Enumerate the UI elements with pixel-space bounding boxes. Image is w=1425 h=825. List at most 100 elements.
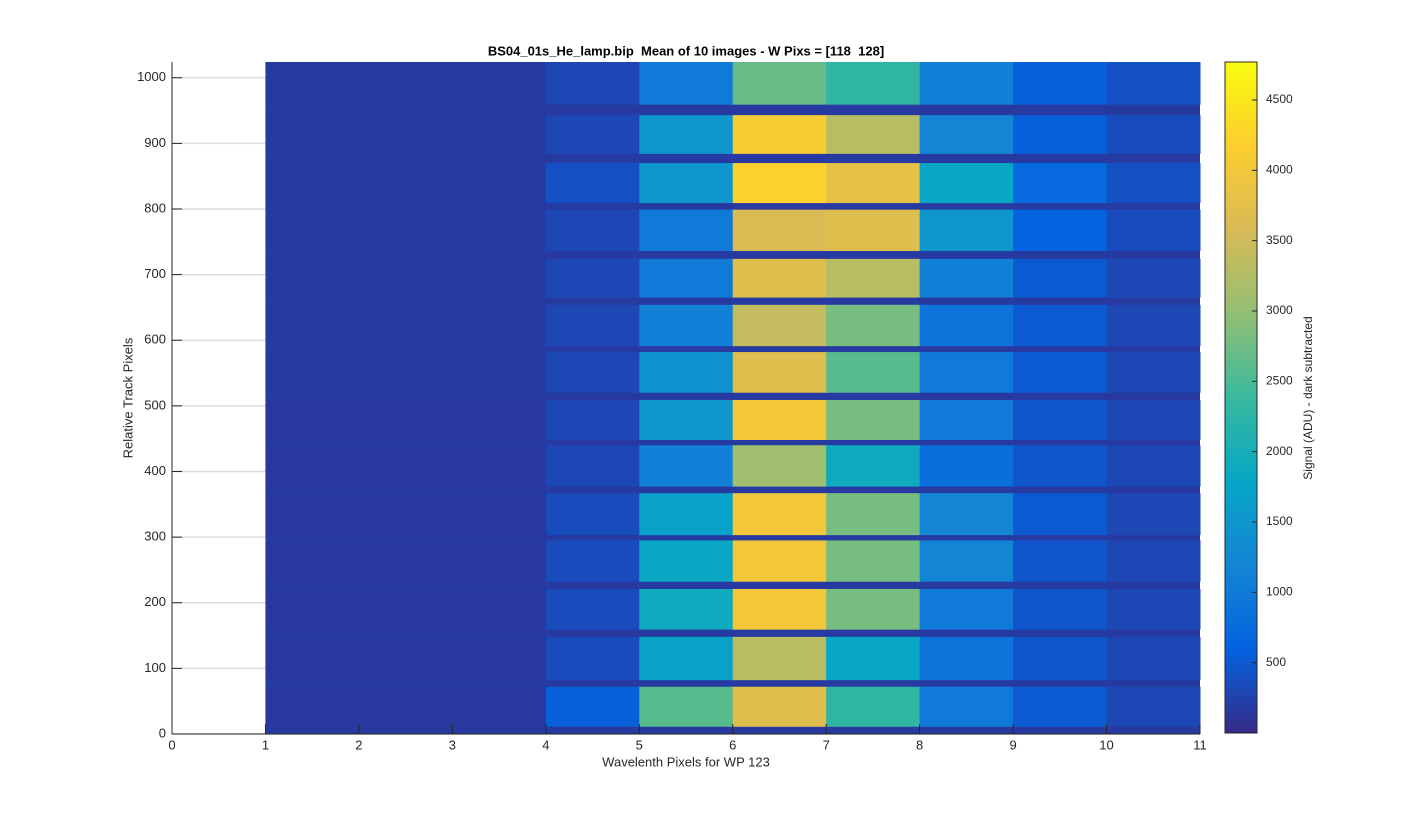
x-tick-label: 11 — [1193, 737, 1207, 752]
x-tick-label: 0 — [168, 737, 175, 752]
heatmap-cell — [358, 399, 453, 440]
heatmap-cell — [919, 686, 1014, 727]
heatmap-cell — [545, 352, 640, 393]
heatmap-cell — [265, 163, 360, 204]
heatmap-cell — [1013, 540, 1108, 582]
heatmap-cell — [1106, 493, 1201, 536]
heatmap-cell — [826, 115, 921, 154]
heatmap-cell — [358, 686, 453, 727]
heatmap-cell — [1106, 62, 1201, 105]
heatmap-cell — [732, 636, 827, 681]
heatmap-cell — [452, 115, 547, 154]
heatmap-cell — [919, 304, 1014, 347]
heatmap-cell — [358, 352, 453, 393]
heatmap-cell — [545, 62, 640, 105]
colorbar-tick-label: 3000 — [1266, 303, 1293, 317]
x-tick-label: 2 — [355, 737, 362, 752]
colorbar-tick-label: 500 — [1266, 655, 1286, 669]
heatmap-cell — [358, 304, 453, 347]
colorbar-tick-label: 2500 — [1266, 373, 1293, 387]
heatmap-cell — [358, 588, 453, 630]
x-tick-label: 3 — [449, 737, 456, 752]
heatmap-cell — [545, 258, 640, 298]
heatmap-cell — [1106, 352, 1201, 393]
x-tick-label: 7 — [823, 737, 830, 752]
heatmap-cell — [1013, 493, 1108, 536]
heatmap-cell — [545, 588, 640, 630]
heatmap-cell — [919, 493, 1014, 536]
y-tick-label: 900 — [144, 135, 166, 150]
heatmap-cell — [826, 636, 921, 681]
heatmap-cell — [826, 686, 921, 727]
heatmap-cell — [826, 493, 921, 536]
heatmap-cell — [452, 304, 547, 347]
heatmap-cell — [639, 540, 734, 582]
heatmap-cell — [452, 493, 547, 536]
heatmap-cell — [919, 62, 1014, 105]
heatmap-cell — [358, 540, 453, 582]
heatmap-cell — [1013, 62, 1108, 105]
heatmap-cell — [545, 636, 640, 681]
heatmap-cell — [1013, 352, 1108, 393]
heatmap-cell — [265, 258, 360, 298]
heatmap-cell — [1106, 258, 1201, 298]
heatmap-cell — [919, 115, 1014, 154]
heatmap-cell — [639, 636, 734, 681]
heatmap-cell — [1106, 588, 1201, 630]
heatmap-cell — [265, 636, 360, 681]
heatmap-cell — [826, 163, 921, 204]
heatmap-cell — [545, 399, 640, 440]
heatmap-cell — [919, 636, 1014, 681]
heatmap-cell — [1106, 636, 1201, 681]
y-tick-label: 400 — [144, 463, 166, 478]
heatmap-cell — [358, 115, 453, 154]
heatmap-cell — [265, 209, 360, 251]
heatmap-cell — [1106, 163, 1201, 204]
heatmap-cell — [452, 352, 547, 393]
colorbar-tick-label: 4500 — [1266, 92, 1293, 106]
heatmap-cell — [732, 399, 827, 440]
heatmap-cell — [358, 445, 453, 487]
heatmap-cell — [545, 209, 640, 251]
heatmap-cell — [826, 62, 921, 105]
heatmap-cell — [545, 493, 640, 536]
y-tick-label: 700 — [144, 266, 166, 281]
heatmap-cell — [1013, 304, 1108, 347]
heatmap-cell — [639, 209, 734, 251]
heatmap-background — [265, 62, 1200, 734]
y-tick-label: 200 — [144, 594, 166, 609]
x-axis-label: Wavelenth Pixels for WP 123 — [602, 754, 770, 769]
heatmap-cell — [1106, 304, 1201, 347]
heatmap-cell — [732, 163, 827, 204]
heatmap-cell — [919, 209, 1014, 251]
heatmap-cell — [639, 258, 734, 298]
heatmap-cell — [1106, 445, 1201, 487]
heatmap-cell — [826, 399, 921, 440]
heatmap-cell — [358, 493, 453, 536]
y-axis-label: Relative Track Pixels — [120, 337, 135, 458]
heatmap-cell — [919, 399, 1014, 440]
heatmap-cell — [545, 445, 640, 487]
heatmap-cell — [545, 115, 640, 154]
heatmap-cell — [826, 540, 921, 582]
x-tick-label: 4 — [542, 737, 549, 752]
heatmap-cell — [1013, 636, 1108, 681]
heatmap-cell — [1013, 258, 1108, 298]
heatmap-cell — [1013, 209, 1108, 251]
heatmap-cell — [639, 115, 734, 154]
heatmap-cell — [1013, 399, 1108, 440]
heatmap-cell — [1013, 445, 1108, 487]
heatmap-cell — [826, 352, 921, 393]
heatmap-cell — [452, 163, 547, 204]
heatmap-cell — [545, 304, 640, 347]
heatmap-cell — [826, 588, 921, 630]
heatmap-cell — [1013, 163, 1108, 204]
heatmap-cell — [732, 352, 827, 393]
colorbar-label: Signal (ADU) - dark subtracted — [1301, 316, 1315, 479]
heatmap-cell — [452, 588, 547, 630]
x-tick-label: 8 — [916, 737, 923, 752]
heatmap-cell — [452, 399, 547, 440]
heatmap-cell — [919, 352, 1014, 393]
heatmap-cell — [732, 493, 827, 536]
heatmap-cell — [732, 588, 827, 630]
